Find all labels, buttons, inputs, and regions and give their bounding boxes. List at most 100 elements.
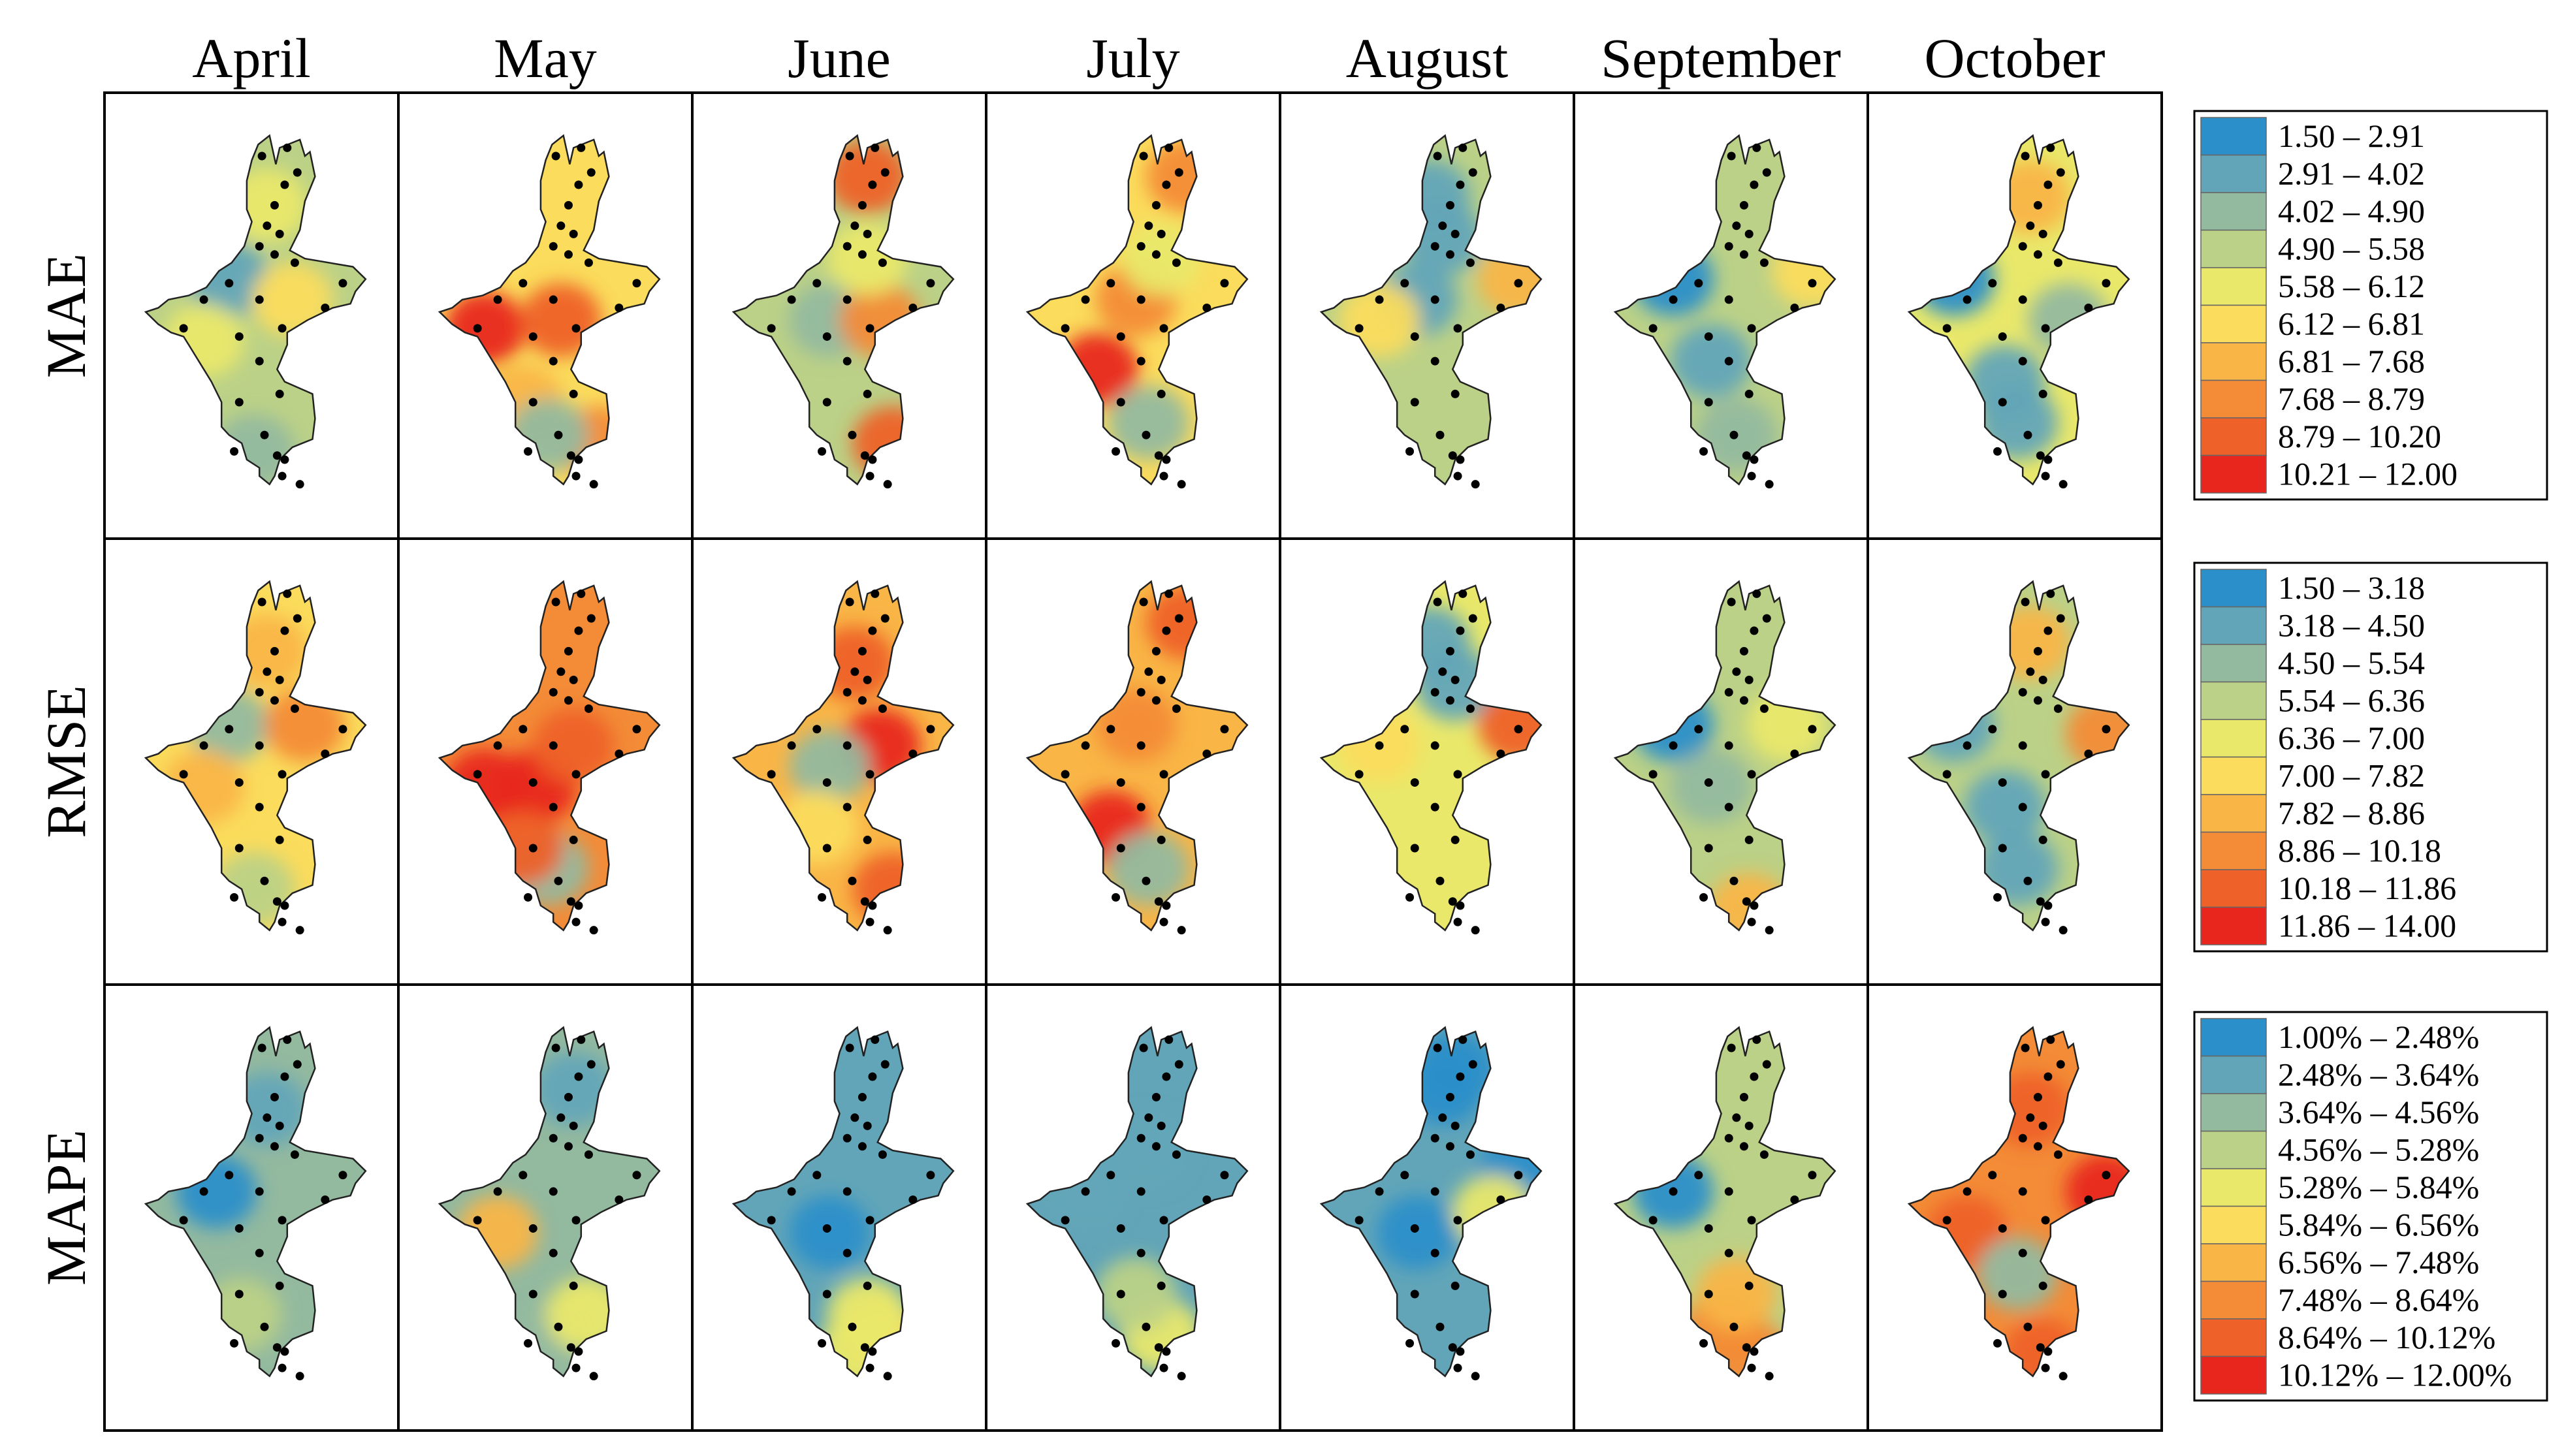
station-point [199, 741, 208, 750]
station-point [1496, 303, 1505, 312]
station-point [1747, 917, 1756, 926]
legend-swatch [2200, 117, 2267, 156]
map-panel-mape-may [397, 983, 694, 1432]
station-point [908, 303, 918, 312]
station-point [1699, 1338, 1708, 1348]
station-point [1747, 471, 1756, 481]
legend-label: 7.00 – 7.82 [2278, 757, 2425, 793]
station-point [868, 1072, 877, 1081]
region-boundary [144, 580, 367, 932]
station-point [1438, 1113, 1447, 1122]
legend-swatch [2200, 417, 2267, 456]
station-point [577, 1035, 586, 1044]
station-point [2043, 626, 2053, 635]
station-point [564, 250, 573, 259]
legend-swatch [2200, 1280, 2267, 1320]
station-point [1151, 250, 1161, 259]
station-point [528, 398, 537, 407]
surface-hotspot [789, 1195, 871, 1270]
station-point [230, 447, 239, 456]
station-point [1174, 168, 1183, 177]
station-point [857, 250, 867, 259]
station-point [1061, 1216, 1070, 1225]
station-point [1220, 1171, 1229, 1180]
station-point [1405, 1338, 1415, 1348]
legend-label: 6.56% – 7.48% [2278, 1244, 2479, 1280]
station-point [260, 876, 269, 885]
station-point [1727, 1043, 1736, 1052]
station-point [1116, 398, 1125, 407]
station-point [1435, 876, 1445, 885]
station-point [556, 667, 566, 676]
station-point [1724, 1248, 1733, 1258]
station-point [321, 303, 330, 312]
station-point [2018, 1248, 2027, 1258]
station-point [857, 696, 867, 705]
station-point [850, 221, 859, 230]
station-point [586, 168, 596, 177]
station-point [1400, 1171, 1409, 1180]
station-point [1410, 844, 1419, 853]
station-point [2038, 675, 2047, 684]
legend-swatch [2200, 681, 2267, 720]
region-boundary [1025, 1026, 1249, 1378]
station-point [632, 1171, 641, 1180]
station-point [1466, 704, 1475, 713]
station-point [275, 675, 284, 684]
station-point [2018, 1133, 2027, 1143]
station-point [1112, 893, 1121, 902]
station-point [812, 1171, 822, 1180]
station-point [1466, 258, 1475, 267]
station-point [2041, 324, 2050, 333]
station-point [528, 1224, 537, 1233]
station-point [1450, 835, 1460, 844]
station-point [564, 646, 573, 656]
station-point [842, 356, 852, 366]
station-point [293, 614, 302, 623]
station-point [1750, 626, 1759, 635]
station-point [1438, 667, 1447, 676]
map-panel-rmse-july [985, 537, 1281, 986]
station-point [234, 398, 244, 407]
station-point [818, 1338, 827, 1348]
station-point [822, 332, 831, 341]
map-panel-mae-may [397, 91, 694, 540]
legend-label: 6.12 – 6.81 [2278, 305, 2425, 341]
legend-label: 6.36 – 7.00 [2278, 720, 2425, 756]
station-point [2059, 480, 2068, 489]
station-point [255, 1187, 264, 1196]
map-panel-mape-july [985, 983, 1281, 1432]
station-point [524, 893, 533, 902]
station-point [2043, 180, 2053, 189]
station-point [280, 180, 289, 189]
station-point [1704, 332, 1713, 341]
station-point [1744, 835, 1754, 844]
station-point [263, 221, 272, 230]
legend-swatch [2200, 756, 2267, 795]
station-point [767, 770, 776, 779]
legend-swatch [2200, 379, 2267, 419]
station-point [2018, 802, 2027, 812]
station-point [2018, 1187, 2027, 1196]
station-point [2059, 926, 2068, 935]
legend-swatch [2200, 454, 2267, 494]
legend-label: 5.84% – 6.56% [2278, 1206, 2479, 1242]
legend-swatch [2200, 1243, 2267, 1282]
station-point [225, 279, 234, 288]
station-point [260, 1322, 269, 1331]
station-point [908, 1195, 918, 1204]
station-point [1742, 451, 1751, 460]
station-point [2043, 1072, 2053, 1081]
legend-label: 3.64% – 4.56% [2278, 1094, 2479, 1130]
station-point [574, 626, 583, 635]
station-point [1159, 1216, 1168, 1225]
station-point [787, 1187, 796, 1196]
legend-label: 8.86 – 10.18 [2278, 832, 2441, 868]
station-point [842, 802, 852, 812]
surface-hotspot [1377, 1195, 1458, 1270]
station-point [848, 430, 857, 439]
station-point [1154, 1343, 1163, 1352]
station-point [1750, 1347, 1759, 1356]
metric-title-rmse: RMSE [35, 685, 97, 838]
station-point [574, 180, 583, 189]
